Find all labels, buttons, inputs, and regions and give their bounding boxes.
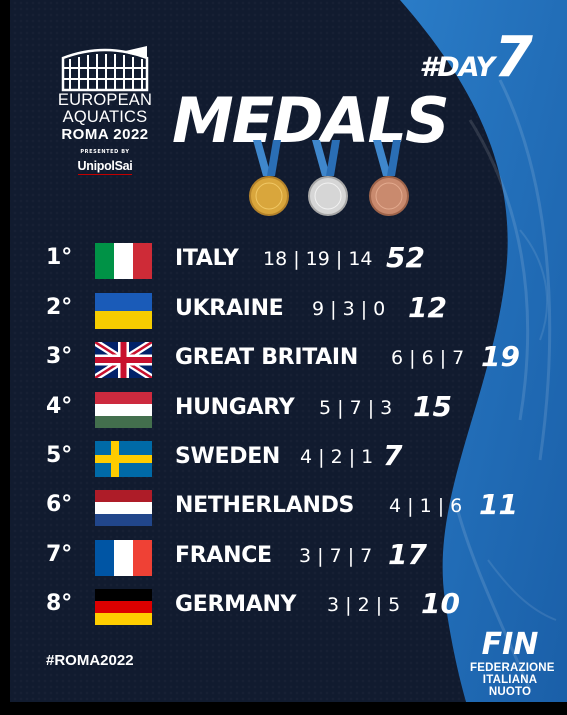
gold-count: 4	[300, 446, 313, 468]
frame-bottom	[0, 702, 567, 715]
total-count: 7	[383, 439, 403, 472]
logo-line-1: EUROPEAN	[57, 91, 153, 109]
silver-count: 3	[342, 298, 355, 320]
gold-count: 5	[319, 397, 332, 419]
day-number: 7	[494, 25, 533, 90]
total-count: 15	[413, 390, 452, 423]
rank: 6°	[46, 492, 73, 517]
silver-count: 19	[305, 248, 330, 270]
france-flag-icon	[95, 540, 152, 576]
standings-row: 4° HUNGARY 5 | 7 | 3 15	[0, 390, 567, 432]
gold-count: 4	[389, 495, 402, 517]
standings-row: 7° FRANCE 3 | 7 | 7 17	[0, 538, 567, 580]
logo-line-3: ROMA 2022	[61, 126, 149, 143]
uk-flag-icon	[95, 342, 152, 378]
total-count: 12	[408, 291, 447, 324]
fin-line-3: NUOTO	[488, 686, 532, 698]
germany-flag-icon	[95, 589, 152, 625]
gold-count: 18	[263, 248, 288, 270]
rank: 4°	[46, 394, 73, 419]
country-name: GREAT BRITAIN	[175, 345, 358, 370]
rank: 3°	[46, 344, 73, 369]
country-name: NETHERLANDS	[175, 493, 355, 518]
gold-count: 3	[327, 594, 340, 616]
bronze-count: 7	[452, 347, 465, 369]
bronze-count: 1	[361, 446, 374, 468]
gold-count: 9	[312, 298, 325, 320]
silver-count: 1	[419, 495, 432, 517]
bronze-count: 7	[360, 545, 373, 567]
total-count: 17	[388, 538, 427, 571]
bronze-count: 3	[380, 397, 393, 419]
standings-row: 3° GREAT BRITAIN 6 | 6 | 7 19	[0, 340, 567, 382]
gold-medal	[249, 140, 289, 216]
rank: 8°	[46, 591, 73, 616]
hashtag: #ROMA2022	[46, 652, 134, 669]
fin-line-2: ITALIANA	[482, 674, 538, 686]
italy-flag-icon	[95, 243, 152, 279]
bronze-count: 5	[388, 594, 401, 616]
medals-illustration	[249, 140, 409, 216]
bronze-count: 6	[450, 495, 463, 517]
european-aquatics-logo: EUROPEAN AQUATICS ROMA 2022 PRESENTED BY…	[50, 44, 160, 189]
standings-row: 1° ITALY 18 | 19 | 14 52	[0, 241, 567, 283]
rank: 5°	[46, 443, 73, 468]
gold-count: 3	[299, 545, 312, 567]
silver-count: 7	[349, 397, 362, 419]
rank: 7°	[46, 542, 73, 567]
country-name: GERMANY	[175, 592, 297, 617]
standings-row: 8° GERMANY 3 | 2 | 5 10	[0, 587, 567, 629]
day-label: #DAY	[419, 52, 495, 83]
country-name: ITALY	[175, 246, 239, 271]
standings-row: 6° NETHERLANDS 4 | 1 | 6 11	[0, 488, 567, 530]
medal-tally: 9 | 3 | 0	[312, 298, 386, 320]
total-count: 10	[421, 587, 460, 620]
medal-tally: 4 | 1 | 6	[389, 495, 463, 517]
country-name: UKRAINE	[175, 296, 284, 321]
total-count: 52	[386, 241, 425, 274]
fin-mark-text: FIN	[482, 628, 539, 658]
sweden-flag-icon	[95, 441, 152, 477]
fin-mark: FIN	[482, 627, 539, 662]
country-name: SWEDEN	[175, 444, 281, 469]
medal-tally: 5 | 7 | 3	[319, 397, 393, 419]
silver-count: 7	[329, 545, 342, 567]
rank: 2°	[46, 295, 73, 320]
fin-logo: FIN FEDERAZIONE ITALIANA NUOTO	[470, 627, 555, 698]
total-count: 11	[479, 488, 518, 521]
ukraine-flag-icon	[95, 293, 152, 329]
total-count: 19	[481, 340, 520, 373]
sponsor-logo: UnipolSai	[77, 159, 133, 175]
bronze-count: 0	[373, 298, 386, 320]
gold-count: 6	[391, 347, 404, 369]
bronze-medal	[369, 140, 409, 216]
standings-row: 5° SWEDEN 4 | 2 | 1 7	[0, 439, 567, 481]
colosseum-icon	[61, 46, 149, 92]
medal-tally: 6 | 6 | 7	[391, 347, 465, 369]
page-title: MEDALS	[172, 84, 450, 157]
silver-count: 6	[421, 347, 434, 369]
medal-tally: 18 | 19 | 14	[263, 248, 373, 270]
frame-left	[0, 0, 10, 715]
rank: 1°	[46, 245, 73, 270]
silver-medal	[308, 140, 348, 216]
netherlands-flag-icon	[95, 490, 152, 526]
logo-line-2: AQUATICS	[62, 108, 148, 126]
fin-line-1: FEDERAZIONE	[470, 662, 555, 674]
presented-by-label: PRESENTED BY	[80, 149, 130, 155]
day-badge: #DAY7	[419, 30, 533, 86]
medal-tally: 3 | 7 | 7	[299, 545, 373, 567]
silver-count: 2	[357, 594, 370, 616]
silver-count: 2	[330, 446, 343, 468]
hungary-flag-icon	[95, 392, 152, 428]
bronze-count: 14	[348, 248, 373, 270]
country-name: FRANCE	[175, 543, 272, 568]
medal-tally: 3 | 2 | 5	[327, 594, 401, 616]
medal-tally: 4 | 2 | 1	[300, 446, 374, 468]
country-name: HUNGARY	[175, 395, 295, 420]
standings-row: 2° UKRAINE 9 | 3 | 0 12	[0, 291, 567, 333]
